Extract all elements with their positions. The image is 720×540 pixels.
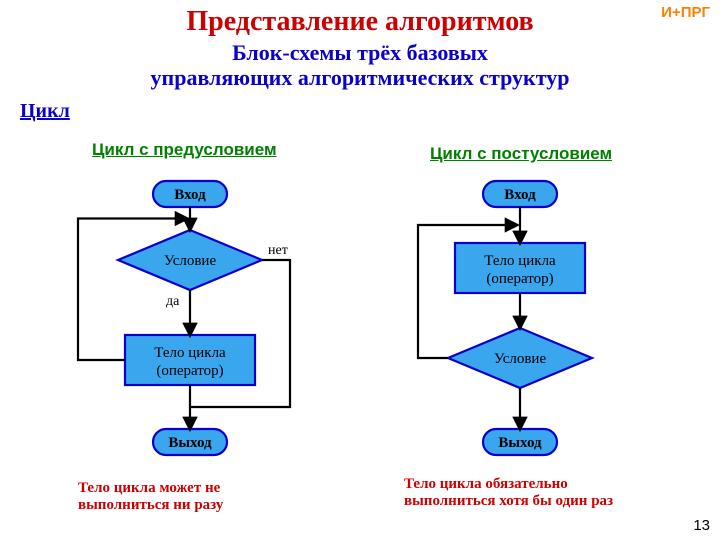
- exit-terminal-label: Выход: [498, 435, 542, 451]
- flowchart-svg: Вход Условие Тело цикла (оператор) Выход да не…: [0, 0, 720, 540]
- flowchart-postcondition: Вход Тело цикла (оператор) Условие Выход: [418, 181, 592, 455]
- body-process-label-1: Тело цикла: [484, 253, 556, 269]
- condition-decision-label: Условие: [164, 253, 217, 269]
- label-no: нет: [268, 243, 288, 258]
- label-yes: да: [166, 294, 180, 309]
- flowchart-precondition: Вход Условие Тело цикла (оператор) Выход да не…: [78, 181, 290, 455]
- body-process-label-2: (оператор): [156, 363, 223, 379]
- body-process-label-2: (оператор): [486, 271, 553, 287]
- condition-decision-label: Условие: [494, 351, 547, 367]
- entry-terminal-label: Вход: [174, 187, 206, 203]
- body-process-label-1: Тело цикла: [154, 345, 226, 361]
- entry-terminal-label: Вход: [504, 187, 536, 203]
- exit-terminal-label: Выход: [168, 435, 212, 451]
